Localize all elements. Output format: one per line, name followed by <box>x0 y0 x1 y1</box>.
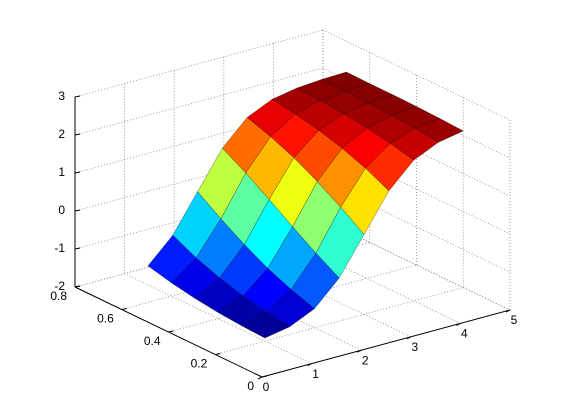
z-tick <box>74 209 81 212</box>
grid-line <box>74 143 324 212</box>
y-tick-label: 0.8 <box>50 289 67 303</box>
z-tick <box>74 133 81 136</box>
y-tick <box>168 330 174 333</box>
x-tick-label: 5 <box>511 313 518 327</box>
x-axis <box>261 309 511 378</box>
z-tick <box>74 171 81 174</box>
surface-patch <box>241 311 291 339</box>
x-tick-label: 1 <box>312 367 319 381</box>
x-tick-label: 4 <box>461 327 468 341</box>
x-tick <box>307 363 312 367</box>
x-tick <box>456 322 461 326</box>
z-tick-label: -2 <box>54 279 65 293</box>
grid-line <box>74 29 324 98</box>
y-tick-label: 0.4 <box>144 334 161 348</box>
y-tick <box>215 353 221 355</box>
y-tick-label: 0.2 <box>191 357 208 371</box>
x-tick-label: 0 <box>263 380 270 394</box>
z-tick-label: 3 <box>58 89 65 103</box>
z-tick-label: 1 <box>58 165 65 179</box>
grid-line <box>168 264 417 333</box>
x-tick-label: 3 <box>411 340 418 354</box>
grid-line <box>74 67 324 136</box>
y-tick <box>121 308 127 310</box>
grid-line <box>215 287 464 355</box>
y-tick-label: 0.6 <box>97 312 114 326</box>
x-tick <box>356 349 362 353</box>
z-tick <box>74 285 81 288</box>
z-tick-label: -1 <box>54 241 65 255</box>
grid-line <box>74 181 324 250</box>
grid-line <box>74 219 324 288</box>
x-tick <box>406 336 412 340</box>
z-tick-label: 2 <box>58 127 65 141</box>
grid-line <box>74 105 324 174</box>
x-tick <box>505 309 511 313</box>
x-tick <box>257 376 263 380</box>
y-tick-label: 0 <box>247 379 254 393</box>
z-tick <box>74 247 81 250</box>
z-tick-label: 0 <box>58 203 65 217</box>
grid-line <box>121 242 370 310</box>
y-tick <box>261 375 268 378</box>
x-tick-label: 2 <box>362 353 369 367</box>
z-tick <box>74 95 81 98</box>
